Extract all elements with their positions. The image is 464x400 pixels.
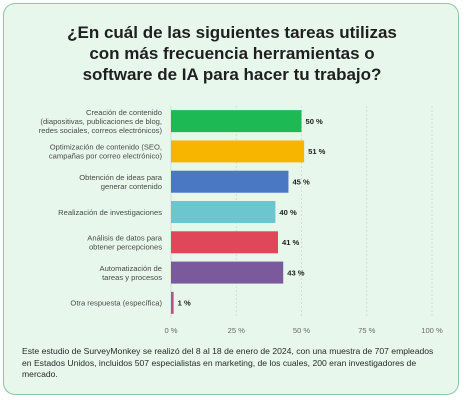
data-label: 1 % (178, 299, 191, 308)
data-label: 45 % (292, 178, 310, 187)
bar (171, 110, 302, 133)
x-tick-label: 50 % (293, 326, 311, 335)
footnote: Este estudio de SurveyMonkey se realizó … (22, 346, 434, 379)
bar (171, 170, 289, 193)
chart-title: ¿En cuál de las siguientes tareas utiliz… (0, 22, 464, 85)
data-label: 50 % (306, 117, 324, 126)
value-labels: 50 % 51 % 45 % 40 % 41 % 43 % 1 % (178, 117, 326, 308)
bar (171, 201, 276, 223)
bars (171, 110, 305, 314)
bar (171, 291, 174, 314)
x-tick-label: 0 % (164, 326, 177, 335)
bar (171, 140, 305, 163)
category-label: Otra respuesta (específica) (70, 299, 162, 308)
bar (171, 231, 279, 254)
category-label: Obtención de ideas para generar contenido (79, 173, 163, 191)
category-label: Creación de contenido (diapositivas, publ… (39, 108, 163, 135)
x-tick-label: 100 % (421, 326, 443, 335)
data-label: 41 % (282, 238, 300, 247)
x-tick-label: 25 % (228, 326, 246, 335)
title-line-3: software de IA para hacer tu trabajo? (82, 65, 382, 84)
category-label: Análisis de datos para obtener percepcion… (87, 234, 162, 252)
data-label: 40 % (279, 208, 297, 217)
data-label: 51 % (308, 147, 326, 156)
chart-card (3, 3, 459, 395)
x-tick-label: 75 % (358, 326, 376, 335)
title-line-1: ¿En cuál de las siguientes tareas utiliz… (67, 23, 397, 42)
category-labels: Creación de contenido (diapositivas, publ… (39, 108, 163, 308)
category-label: Automatización de tareas y procesos (100, 264, 163, 282)
category-label: Optimización de contenido (SEO, campañas … (49, 143, 163, 161)
bar (171, 261, 284, 284)
category-label: Realización de investigaciones (58, 208, 162, 217)
title-line-2: con más frecuencia herramientas o (89, 44, 375, 63)
data-label: 43 % (287, 268, 305, 277)
x-tick-labels: 0 % 25 % 50 % 75 % 100 % (164, 326, 443, 335)
